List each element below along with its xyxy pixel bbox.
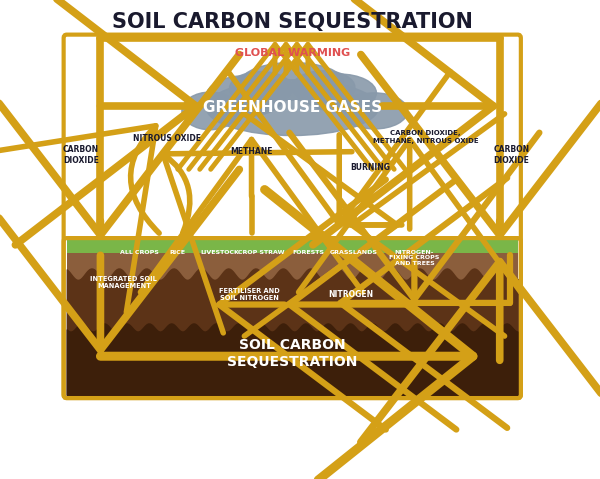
Text: GLOBAL WARMING: GLOBAL WARMING — [235, 48, 350, 57]
Text: GREENHOUSE GASES: GREENHOUSE GASES — [203, 100, 382, 115]
Text: NITROUS OXIDE: NITROUS OXIDE — [133, 134, 201, 143]
Text: SOIL CARBON SEQUESTRATION: SOIL CARBON SEQUESTRATION — [112, 12, 473, 32]
Text: LIVESTOCK: LIVESTOCK — [200, 250, 239, 254]
Text: ALL CROPS: ALL CROPS — [120, 250, 159, 254]
Ellipse shape — [206, 76, 284, 117]
Ellipse shape — [302, 74, 376, 112]
Text: FORESTS: FORESTS — [293, 250, 325, 254]
Text: CARBON
DIOXIDE: CARBON DIOXIDE — [63, 145, 99, 165]
Text: NITROGEN-
FIXING CROPS
AND TREES: NITROGEN- FIXING CROPS AND TREES — [389, 250, 440, 266]
Text: METHANE: METHANE — [230, 147, 273, 156]
Text: CARBON DIOXIDE,
METHANE, NITROUS OXIDE: CARBON DIOXIDE, METHANE, NITROUS OXIDE — [373, 130, 478, 144]
Ellipse shape — [341, 93, 408, 129]
Text: SOIL CARBON
SEQUESTRATION: SOIL CARBON SEQUESTRATION — [227, 338, 358, 368]
Bar — [67, 253, 518, 395]
Ellipse shape — [292, 71, 355, 103]
Text: NITROGEN: NITROGEN — [328, 290, 374, 299]
Bar — [67, 238, 518, 253]
Text: GRASSLANDS: GRASSLANDS — [329, 250, 377, 254]
Text: INTEGRATED SOIL
MANAGEMENT: INTEGRATED SOIL MANAGEMENT — [91, 276, 157, 289]
Text: BURNING: BURNING — [350, 163, 391, 172]
Ellipse shape — [206, 80, 379, 136]
Text: FERTILISER AND
SOIL NITROGEN: FERTILISER AND SOIL NITROGEN — [219, 288, 280, 301]
Text: CARBON
DIOXIDE: CARBON DIOXIDE — [493, 145, 530, 165]
Ellipse shape — [182, 92, 238, 130]
Ellipse shape — [241, 63, 343, 100]
Text: RICE: RICE — [169, 250, 185, 254]
FancyBboxPatch shape — [64, 34, 521, 398]
Ellipse shape — [230, 71, 292, 104]
Text: CROP STRAW: CROP STRAW — [238, 250, 285, 254]
